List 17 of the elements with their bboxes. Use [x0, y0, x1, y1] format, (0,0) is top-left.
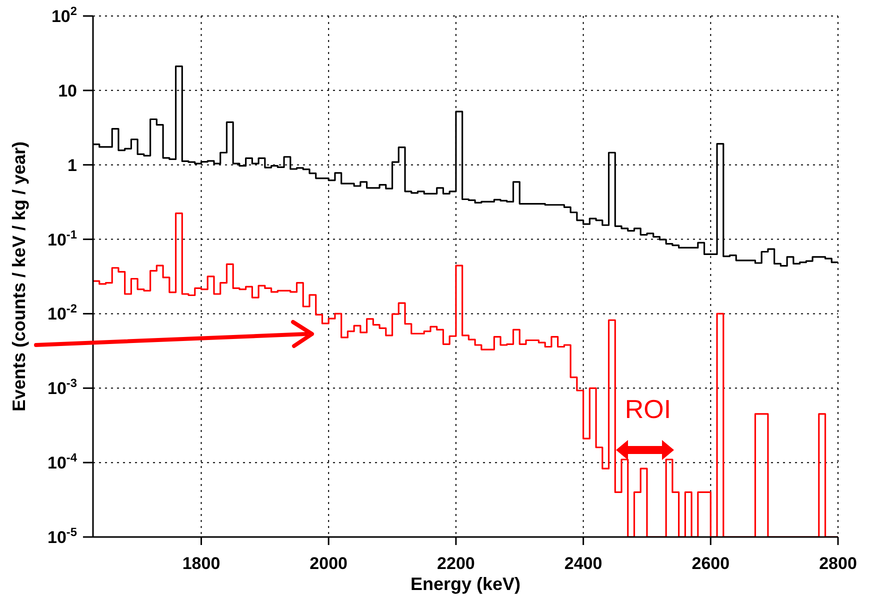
y-tick-label: 10$^{-4}$ [48, 450, 78, 473]
y-tick-label: 10$^{2}$ [51, 4, 78, 26]
annotation: ROI [624, 394, 672, 424]
y-tick-label: 10 [58, 81, 77, 100]
x-tick-label: 2000 [310, 554, 348, 573]
y-axis-title: Events (counts / keV / kg / year) [9, 141, 29, 412]
y-tick-label: 10$^{-1}$ [48, 227, 78, 250]
y-tick-label: 1 [68, 156, 77, 175]
y-tick-label: 10$^{-2}$ [48, 302, 78, 324]
x-tick-label: 2200 [437, 554, 475, 573]
y-tick-label: 10$^{-5}$ [48, 525, 78, 547]
y-tick-label: 10$^{-3}$ [48, 376, 78, 398]
x-tick-label: 2400 [564, 554, 602, 573]
x-tick-label: 1800 [182, 554, 220, 573]
x-tick-label: 2800 [819, 554, 857, 573]
x-axis-title: Energy (keV) [410, 574, 521, 594]
x-tick-label: 2600 [692, 554, 730, 573]
